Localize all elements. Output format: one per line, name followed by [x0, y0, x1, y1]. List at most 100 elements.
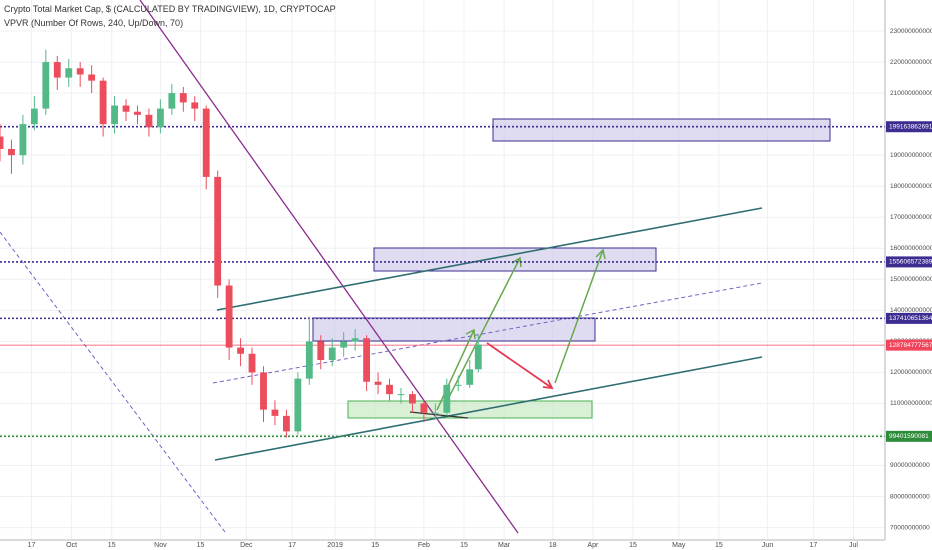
candle-body: [214, 176, 222, 286]
y-tick-label: 140000000000: [890, 307, 932, 314]
candle-body: [191, 102, 199, 109]
candle-body: [466, 369, 474, 385]
x-tick-label: 17: [809, 542, 817, 549]
candle-body: [260, 372, 267, 410]
arrow: [444, 256, 522, 406]
y-tick-label: 170000000000: [890, 214, 932, 221]
y-tick-label: 80000000000: [890, 493, 930, 500]
candle-body: [8, 148, 15, 156]
y-tick-label: 190000000000: [890, 152, 932, 159]
candle-body: [99, 80, 107, 125]
channel-line: [214, 356, 763, 461]
levels: [0, 125, 885, 438]
channel-mid: [212, 282, 763, 384]
y-tick-label: 150000000000: [890, 276, 932, 283]
candle-body: [363, 338, 371, 382]
x-tick-label: 15: [108, 542, 116, 549]
candle-body: [294, 378, 302, 432]
candle-body: [454, 384, 462, 386]
y-tick-label: 70000000000: [890, 524, 930, 531]
level-label-bg: [886, 430, 932, 442]
level-label: 99401590081: [889, 433, 929, 440]
candle-body: [202, 108, 210, 177]
candle-body: [386, 384, 393, 395]
y-tick-label: 110000000000: [890, 400, 932, 407]
candle-body: [474, 344, 482, 370]
x-tick-label: Feb: [418, 542, 430, 549]
candle-body: [225, 285, 233, 348]
candle-body: [374, 381, 382, 385]
candle-body: [65, 68, 73, 78]
candle-body: [328, 347, 336, 360]
drawings: [0, 0, 831, 534]
x-tick-label: 15: [629, 542, 637, 549]
candles: [0, 49, 482, 438]
candle-body: [340, 341, 348, 348]
x-tick-label: Nov: [154, 542, 167, 549]
level-label-bg: [886, 339, 932, 351]
level-label: 137410651364: [889, 315, 932, 322]
candle-body: [53, 62, 61, 78]
candle-body: [145, 114, 153, 128]
mark-line: [409, 411, 469, 419]
candle-body: [282, 415, 290, 432]
zone-box: [492, 118, 831, 142]
candle-body: [443, 384, 451, 413]
x-tick-label: Jun: [762, 542, 773, 549]
candle-body: [168, 93, 176, 109]
candle-body: [76, 68, 84, 75]
level-label: 199163862691: [889, 123, 932, 130]
candle-body: [248, 353, 256, 373]
x-tick-label: 2019: [327, 542, 343, 549]
candle-body: [431, 412, 439, 414]
support-box: [347, 400, 593, 419]
x-tick-label: 15: [460, 542, 468, 549]
indicator-label: VPVR (Number Of Rows, 240, Up/Down, 70): [4, 18, 183, 28]
candle-body: [42, 62, 50, 109]
candle-body: [351, 338, 359, 342]
x-tick-label: 18: [549, 542, 557, 549]
candle-body: [420, 403, 428, 413]
x-tick-label: 15: [197, 542, 205, 549]
candle-body: [179, 93, 187, 103]
x-tick-label: Oct: [66, 542, 77, 549]
y-tick-label: 230000000000: [890, 28, 932, 35]
candle-body: [122, 105, 130, 112]
level-label-bg: [886, 121, 932, 133]
chart-title: Crypto Total Market Cap, $ (CALCULATED B…: [4, 4, 336, 14]
x-tick-label: 15: [715, 542, 723, 549]
candle-body: [317, 341, 325, 360]
candle-body: [156, 108, 164, 128]
x-tick-label: 15: [371, 542, 379, 549]
candle-body: [111, 105, 118, 125]
arrows: [436, 248, 606, 411]
y-tick-label: 220000000000: [890, 59, 932, 66]
x-tick-label: Mar: [498, 542, 511, 549]
candle-body: [237, 347, 244, 354]
level-label-bg: [886, 256, 932, 268]
channel-line: [216, 207, 763, 311]
x-tick-label: Apr: [587, 542, 599, 549]
arrow: [554, 248, 606, 384]
x-tick-label: 17: [28, 542, 36, 549]
arrow: [436, 328, 476, 411]
level-label: 155606572389: [889, 259, 932, 266]
candle-body: [409, 394, 416, 404]
arrow: [486, 342, 554, 390]
candle-body: [134, 111, 141, 115]
y-tick-label: 180000000000: [890, 183, 932, 190]
candle-body: [397, 394, 405, 396]
x-tick-label: May: [672, 542, 686, 549]
y-tick-label: 210000000000: [890, 90, 932, 97]
y-tick-label: 120000000000: [890, 369, 932, 376]
trend-line: [139, 0, 519, 534]
y-tick-label: 160000000000: [890, 245, 932, 252]
candle-body: [88, 74, 96, 81]
candle-body: [30, 108, 38, 125]
x-tick-label: 17: [288, 542, 296, 549]
level-label-bg: [886, 312, 932, 324]
trend-line: [0, 231, 226, 533]
x-tick-label: Jul: [849, 542, 858, 549]
